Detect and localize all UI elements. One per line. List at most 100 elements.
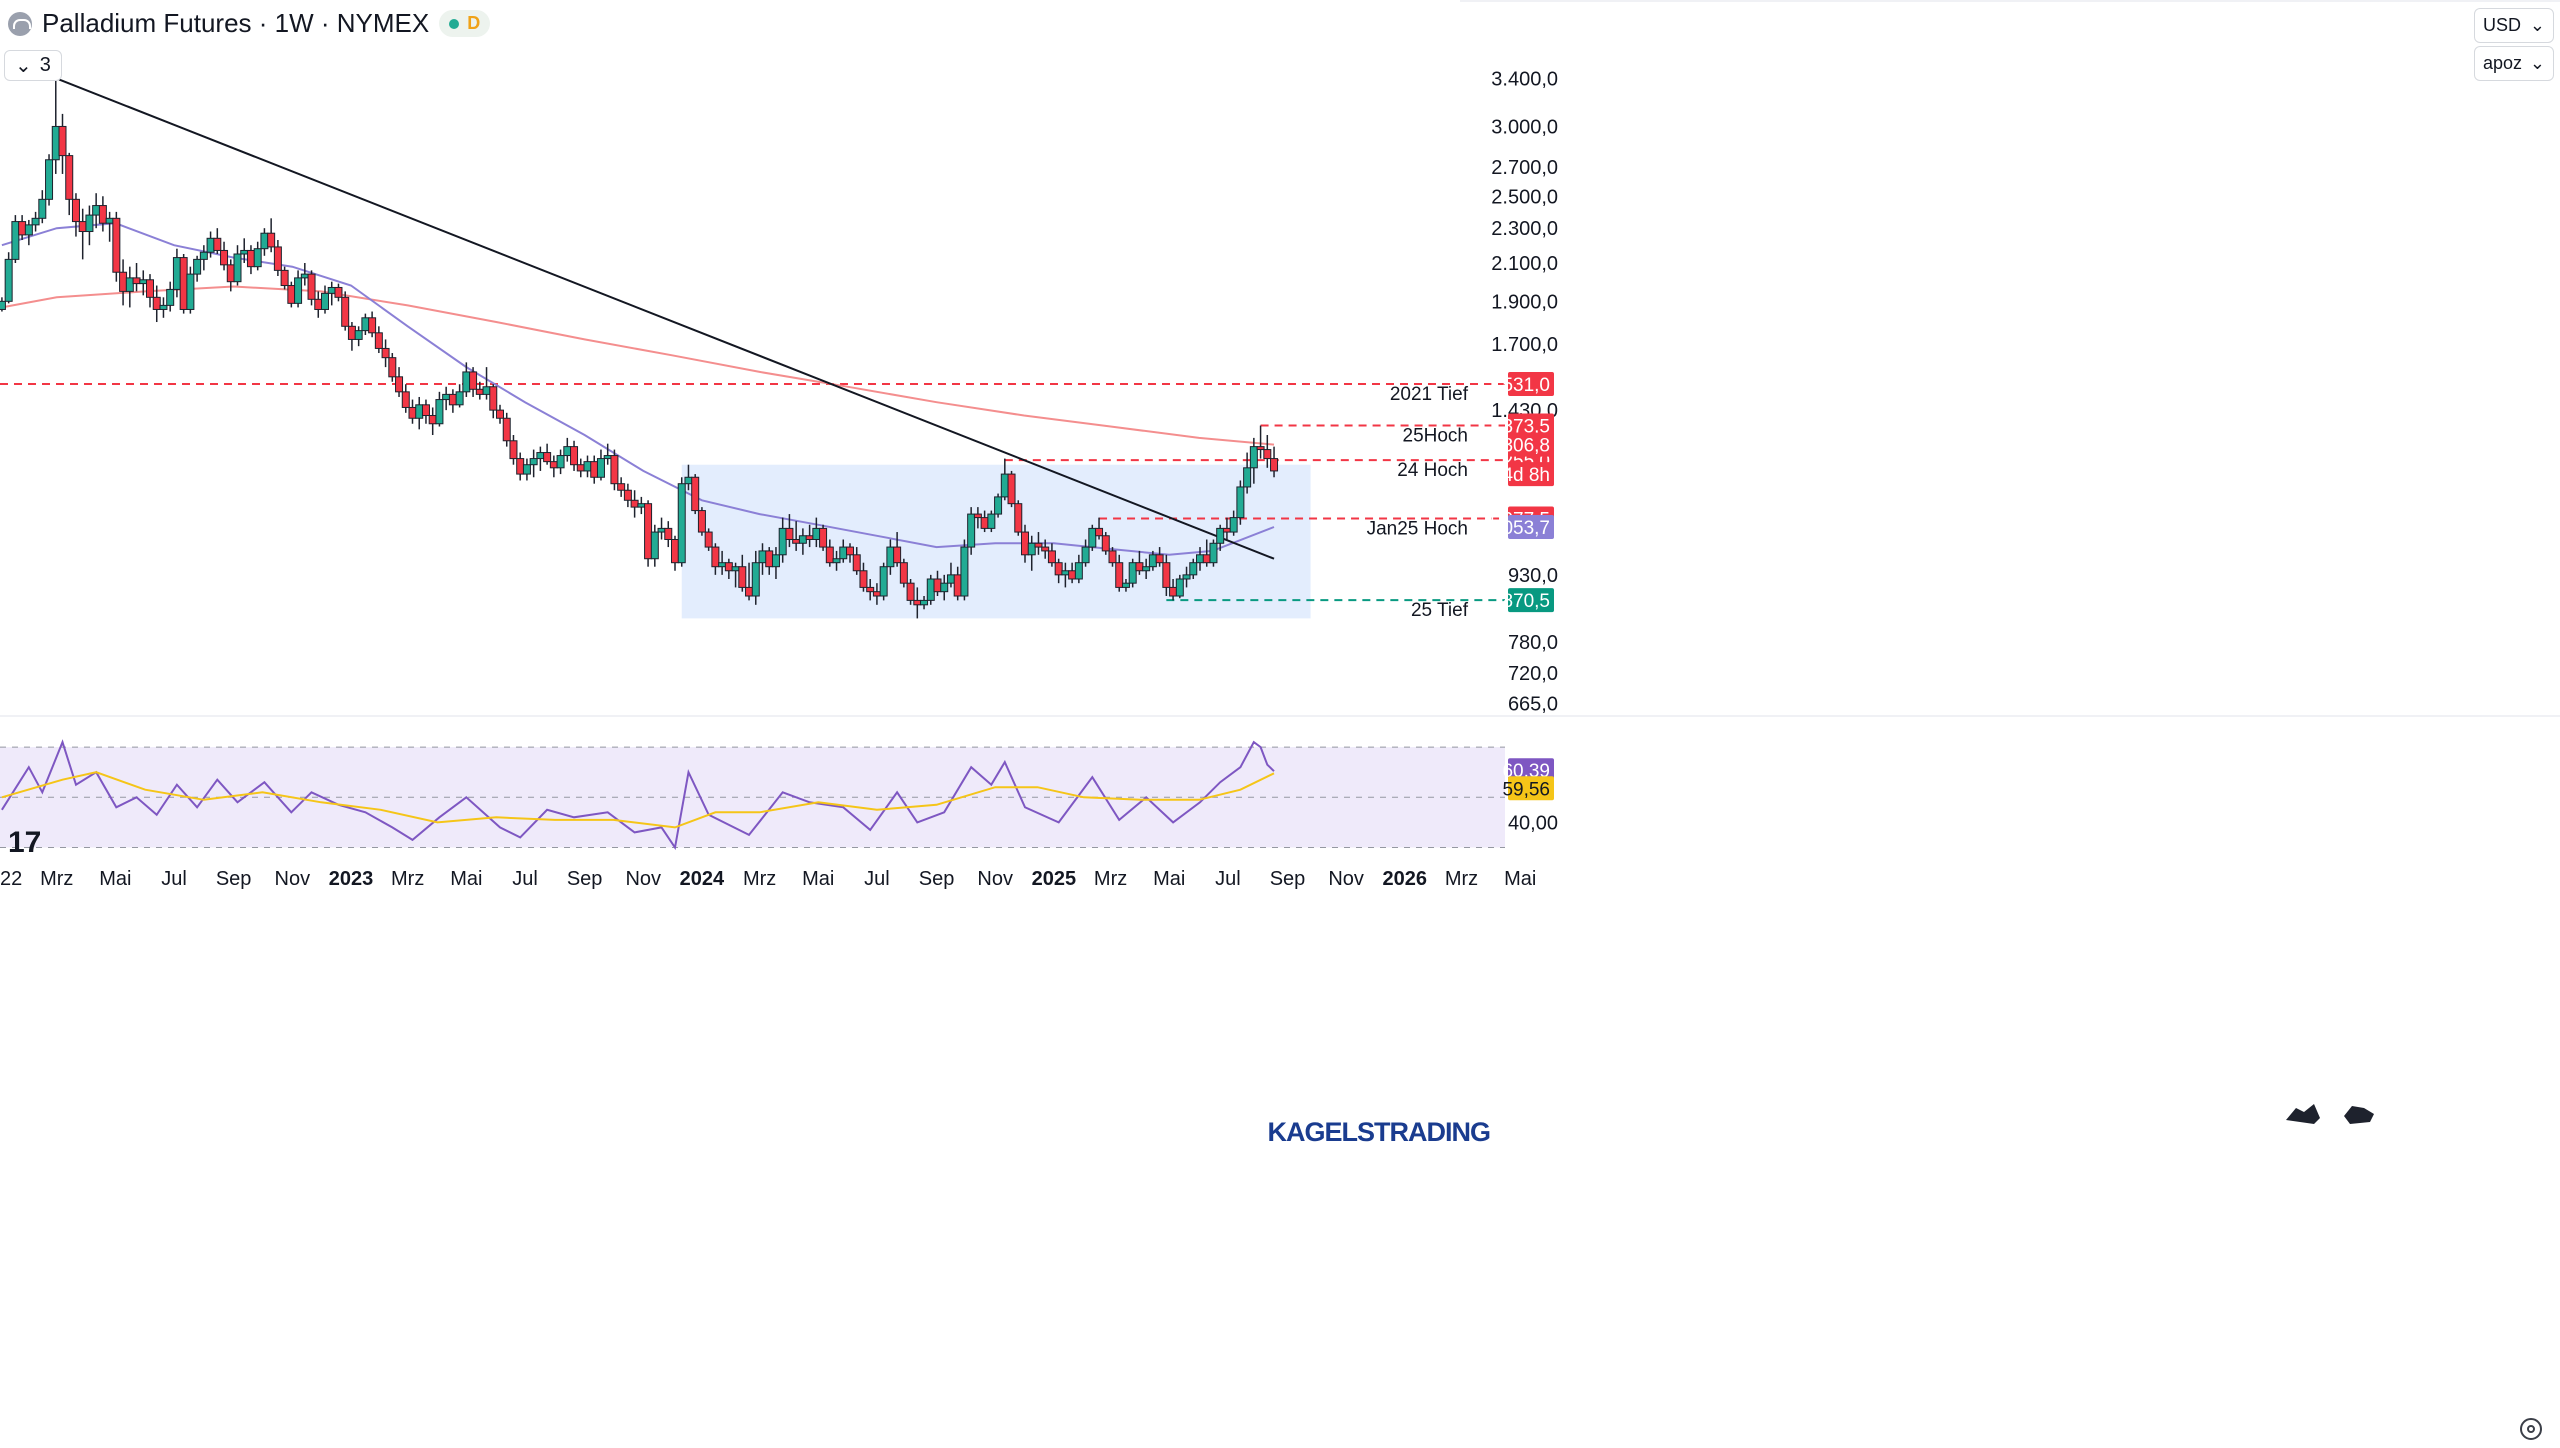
candle [825, 539, 834, 567]
candle-body [798, 535, 807, 544]
candle [1027, 535, 1036, 571]
candle-body [435, 399, 444, 425]
candle [866, 578, 875, 601]
candle [469, 367, 478, 397]
candle-body [166, 288, 175, 306]
candle [536, 446, 545, 471]
candle-body [11, 221, 20, 260]
candle [11, 215, 20, 264]
candle-body [664, 527, 673, 540]
candle [294, 270, 303, 308]
candle [31, 211, 40, 232]
candle-body [206, 237, 215, 253]
x-tick-label: Mrz [743, 868, 776, 890]
x-tick-label: Sep [567, 868, 603, 890]
y-tick-label: 780,0 [1508, 632, 1558, 654]
candle [1243, 452, 1252, 494]
candle [199, 245, 208, 271]
candle-body [1182, 574, 1191, 580]
x-tick-label: Mai [99, 868, 131, 890]
candle [496, 404, 504, 424]
candle [408, 399, 417, 424]
candle-body [825, 546, 834, 564]
candle [664, 521, 673, 548]
symbol-title[interactable]: Palladium Futures · 1W · NYMEX [42, 8, 430, 38]
candle [1081, 539, 1090, 567]
candle-body [132, 277, 141, 285]
x-tick-label: 2026 [1383, 868, 1428, 890]
candle-body [987, 513, 996, 529]
candle-body [1216, 527, 1225, 544]
candle-body [388, 357, 397, 378]
candle [280, 266, 289, 290]
candle [563, 437, 572, 462]
candle-body [421, 404, 430, 417]
candle-body [1222, 527, 1231, 533]
x-tick-label: 2024 [680, 868, 725, 890]
candle-body [1142, 566, 1151, 572]
candle-body [718, 562, 727, 568]
candle [119, 259, 128, 306]
scale-mode-select[interactable]: apoz ⌄ [2474, 46, 2554, 81]
candle-body [771, 554, 780, 568]
candle [347, 322, 356, 351]
candle-body [321, 292, 329, 310]
candle-body [119, 271, 128, 292]
candle-body [630, 499, 639, 508]
candle [671, 535, 679, 571]
candle [596, 449, 605, 481]
candle-body [819, 527, 828, 548]
candle [1054, 558, 1063, 584]
candles-group [0, 78, 1279, 619]
candle-body [31, 217, 40, 226]
candle-body [846, 546, 854, 556]
candle-body [4, 258, 13, 302]
price-badge-1: 4d 8h [1502, 465, 1550, 486]
candle [751, 550, 760, 605]
candle-body [186, 273, 195, 310]
y-tick-label: 720,0 [1508, 663, 1558, 685]
candle-body [1249, 446, 1258, 469]
candle-body [657, 527, 666, 533]
candle-body [731, 566, 740, 572]
candle [435, 391, 444, 427]
candle [246, 245, 255, 275]
candle [65, 152, 74, 216]
symbol-icon[interactable] [8, 11, 32, 36]
candle-body [1101, 535, 1110, 552]
candle-body [617, 483, 626, 491]
candle [24, 219, 33, 246]
candle-body [893, 546, 902, 564]
indicator-collapse-button[interactable]: ⌄ 3 [4, 50, 62, 81]
candle [1115, 554, 1124, 592]
chart-settings-gear-icon[interactable] [2520, 1418, 2542, 1440]
candle [623, 483, 632, 508]
candle [650, 524, 659, 567]
candle [893, 532, 902, 567]
candle [361, 313, 370, 336]
candle [590, 455, 599, 484]
candle-body [758, 550, 767, 564]
market-status-pill[interactable]: D [439, 10, 491, 37]
candle-body [596, 458, 605, 478]
candle [1229, 510, 1238, 536]
candle-body [1148, 554, 1157, 568]
x-tick-label: Mai [802, 868, 834, 890]
level-label-3: Jan25 Hoch [1367, 518, 1468, 539]
candle [987, 510, 996, 533]
currency-select[interactable]: USD ⌄ [2474, 8, 2554, 43]
candle [1108, 547, 1117, 567]
x-tick-label: Nov [1328, 868, 1364, 890]
candle [321, 285, 329, 314]
price-badge-0-bg [1508, 432, 1554, 457]
candle-body [226, 264, 235, 283]
candle-body [960, 546, 969, 597]
candle-body [1209, 542, 1218, 564]
candle [51, 78, 60, 174]
candle [879, 562, 888, 601]
candle [1121, 578, 1130, 592]
candle-body [603, 455, 612, 460]
x-tick-label: Mrz [1094, 868, 1127, 890]
candle-body [199, 251, 208, 260]
